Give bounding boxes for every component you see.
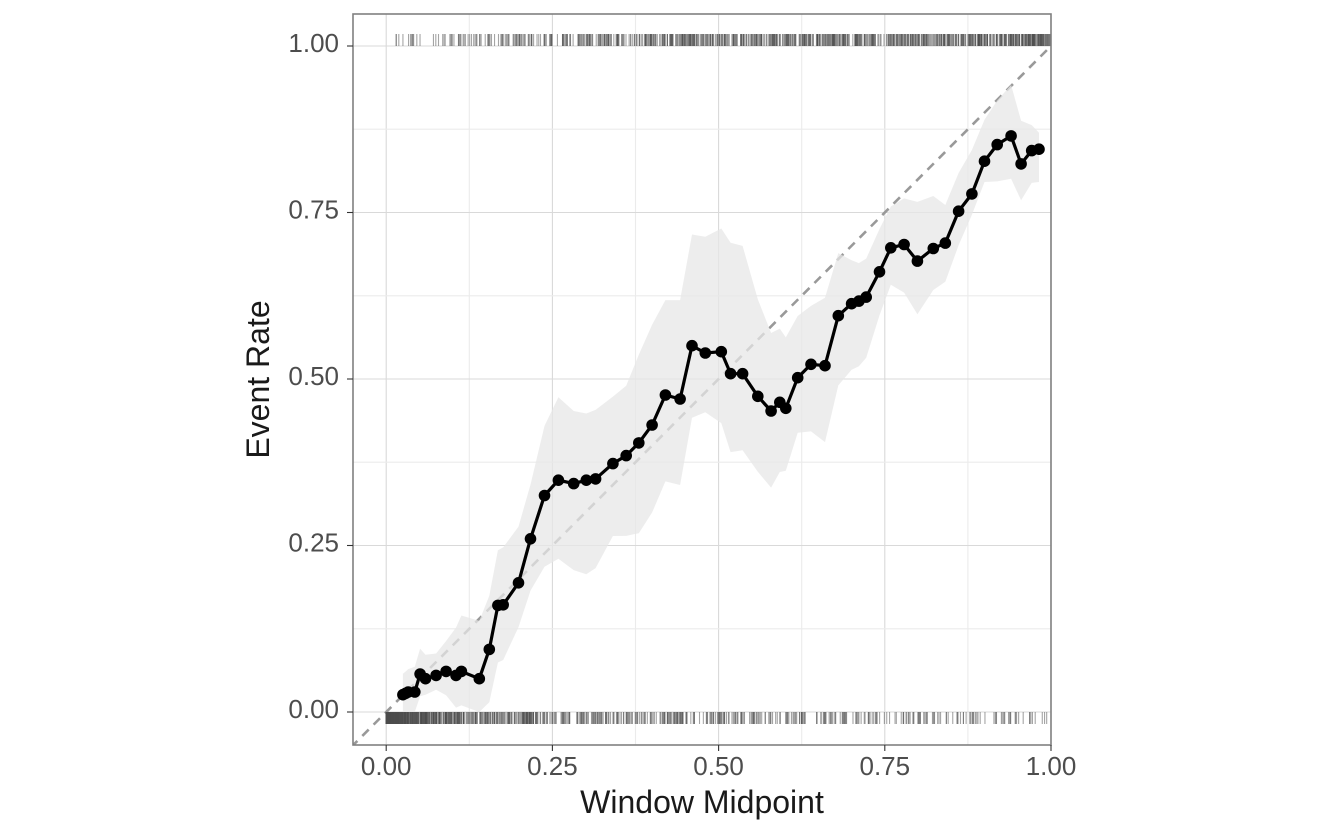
svg-text:Event Rate: Event Rate [240, 300, 276, 458]
svg-text:0.00: 0.00 [288, 694, 339, 724]
svg-text:0.25: 0.25 [527, 751, 578, 781]
svg-text:Window Midpoint: Window Midpoint [580, 784, 824, 820]
svg-text:1.00: 1.00 [1026, 751, 1077, 781]
svg-text:0.75: 0.75 [859, 751, 910, 781]
svg-text:0.75: 0.75 [288, 195, 339, 225]
svg-text:0.50: 0.50 [288, 361, 339, 391]
svg-text:0.50: 0.50 [693, 751, 744, 781]
svg-text:0.25: 0.25 [288, 528, 339, 558]
svg-text:1.00: 1.00 [288, 28, 339, 58]
svg-text:0.00: 0.00 [361, 751, 412, 781]
